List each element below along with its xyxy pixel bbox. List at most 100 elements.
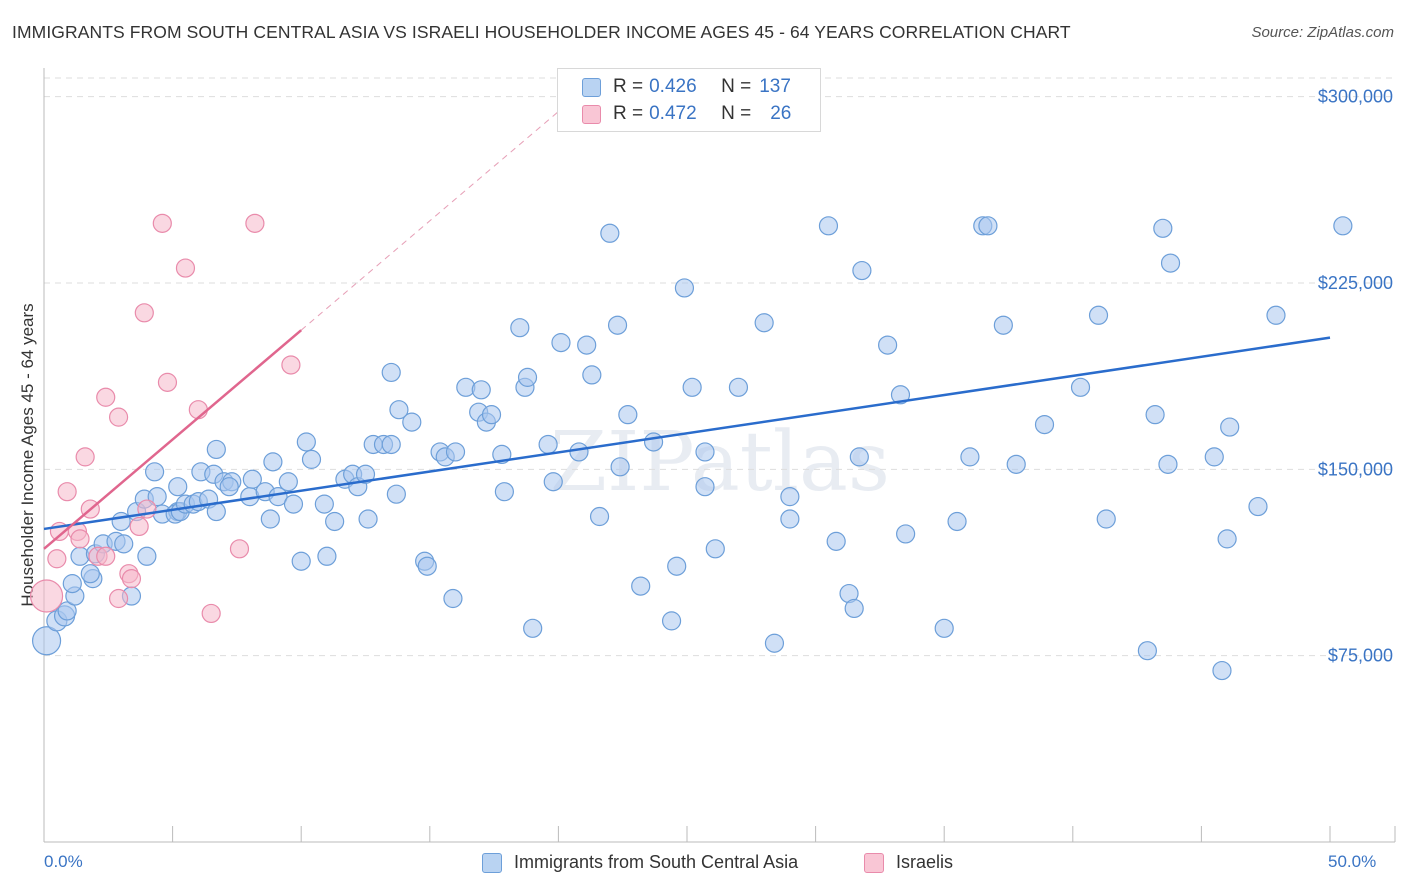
blue-point (389, 400, 409, 420)
blue-trend-line (43, 336, 1331, 531)
x-tick-label-max: 50.0% (1328, 852, 1377, 871)
blue-point (667, 556, 687, 576)
pink-point (47, 549, 67, 569)
blue-point (31, 626, 62, 656)
blue-point (325, 511, 345, 532)
blue-point (1204, 447, 1224, 467)
pink-r-label: R = (613, 103, 644, 124)
blue-n-label: N = (721, 76, 752, 97)
blue-point (1034, 414, 1055, 435)
blue-point (242, 469, 262, 489)
blue-r-label: R = (613, 76, 644, 97)
blue-point (695, 442, 715, 462)
blue-point (661, 611, 682, 631)
blue-point (610, 457, 630, 477)
blue-point (1088, 305, 1109, 325)
blue-point (417, 556, 437, 576)
pink-point (57, 482, 77, 502)
blue-point (1145, 405, 1165, 425)
pink-point (152, 213, 172, 233)
blue-r-value: 0.426 (649, 76, 697, 97)
blue-point (1137, 641, 1157, 661)
pink-point (96, 546, 116, 566)
blue-point (144, 462, 165, 482)
stats-legend: R = 0.426 N = 137 R = 0.472 N = 26 (557, 68, 821, 132)
blue-point (358, 509, 378, 529)
blue-point (960, 447, 980, 467)
blue-point (111, 511, 131, 532)
stats-legend-row-pink: R = 0.472 N = 26 (558, 101, 791, 127)
blue-point (993, 315, 1013, 335)
pink-point (29, 579, 64, 613)
pink-point (70, 529, 90, 549)
legend-pink-swatch (864, 852, 884, 873)
blue-point (582, 365, 602, 385)
legend-blue-swatch (482, 852, 502, 873)
blue-point (600, 223, 620, 243)
blue-point (890, 385, 911, 405)
blue-point (818, 216, 839, 236)
blue-point (1248, 496, 1268, 517)
blue-point (523, 618, 543, 638)
blue-n-value: 137 (759, 76, 791, 97)
blue-point (1153, 218, 1173, 238)
pink-point (108, 588, 129, 609)
blue-point (1217, 529, 1237, 549)
pink-r-value: 0.472 (649, 103, 697, 124)
blue-point (296, 432, 316, 452)
blue-point (510, 318, 530, 338)
y-tick-label: $225,000 (1318, 273, 1393, 293)
blue-point (206, 439, 226, 460)
watermark: ZIPatlas (550, 415, 890, 510)
blue-point (643, 432, 664, 452)
x-tick-label-min: 0.0% (44, 852, 83, 871)
legend-blue-label: Immigrants from South Central Asia (514, 852, 799, 872)
blue-point (517, 367, 538, 387)
y-tick-label: $150,000 (1318, 459, 1393, 479)
blue-point (543, 472, 563, 492)
blue-point (569, 442, 589, 462)
blue-point (1070, 377, 1091, 397)
blue-point (674, 278, 695, 298)
blue-point (80, 564, 100, 584)
blue-point (1096, 509, 1116, 529)
blue-point (481, 405, 502, 425)
blue-point (314, 494, 334, 514)
blue-point (494, 482, 514, 502)
blue-point (1266, 305, 1286, 325)
blue-point (934, 618, 954, 638)
pink-point (245, 213, 265, 233)
blue-point (978, 216, 998, 236)
blue-point (538, 434, 558, 455)
blue-point (317, 546, 337, 566)
blue-point (1158, 454, 1178, 474)
blue-point (57, 601, 77, 621)
blue-point (219, 477, 239, 497)
blue-point (728, 377, 749, 397)
legend-item-blue: Immigrants from South Central Asia (482, 852, 798, 873)
blue-point (386, 484, 406, 504)
blue-point (618, 405, 638, 425)
y-tick-label: $75,000 (1328, 646, 1393, 666)
pink-trend-extension (300, 96, 577, 331)
pink-swatch (582, 104, 601, 124)
blue-point (471, 380, 491, 400)
blue-point (705, 539, 725, 559)
blue-point (1160, 253, 1181, 273)
pink-point (229, 539, 250, 559)
pink-point (75, 447, 95, 467)
blue-point (764, 633, 785, 653)
source-label: Source: ZipAtlas.com (1251, 24, 1394, 41)
blue-point (826, 531, 846, 551)
blue-point (1333, 216, 1353, 236)
blue-point (1220, 417, 1240, 437)
y-tick-label: $300,000 (1318, 87, 1393, 107)
pink-point (134, 303, 154, 323)
pink-point (188, 400, 208, 420)
blue-point (381, 434, 401, 455)
blue-point (878, 335, 898, 355)
pink-point (129, 516, 149, 537)
chart-title: IMMIGRANTS FROM SOUTH CENTRAL ASIA VS IS… (12, 22, 1071, 42)
blue-point (62, 574, 82, 594)
legend-item-pink: Israelis (864, 852, 953, 873)
